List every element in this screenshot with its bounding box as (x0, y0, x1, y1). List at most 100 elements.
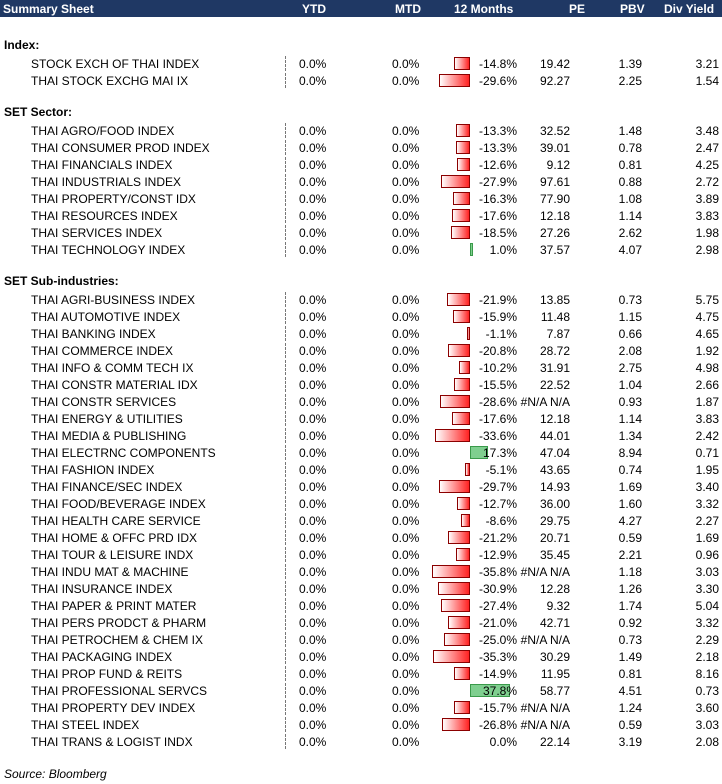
div-yield-value: 5.04 (695, 599, 719, 613)
twelve-month-value: -14.9% (478, 667, 517, 681)
ytd-value: 0.0% (299, 175, 327, 189)
table-row: THAI FINANCE/SEC INDEX 0.0% 0.0% -29.7% 14.9… (0, 478, 722, 495)
table-row: THAI TECHNOLOGY INDEX 0.0% 0.0% 1.0% 37.57 4.… (0, 241, 722, 258)
index-name: THAI STOCK EXCHG MAI IX (31, 74, 189, 88)
pe-value: 32.52 (539, 124, 570, 138)
ytd-value: 0.0% (299, 548, 327, 562)
twelve-month-value: -35.3% (478, 650, 517, 664)
table-row: THAI SERVICES INDEX 0.0% 0.0% -18.5% 27.26 2.… (0, 224, 722, 241)
ytd-value: 0.0% (299, 633, 327, 647)
table-row: THAI CONSTR MATERIAL IDX 0.0% 0.0% -15.5% 22… (0, 376, 722, 393)
mtd-value: 0.0% (392, 480, 420, 494)
index-name: THAI PROPERTY DEV INDEX (31, 701, 196, 715)
twelve-month-value: -15.5% (478, 378, 517, 392)
mtd-value: 0.0% (392, 293, 420, 307)
ytd-value: 0.0% (299, 344, 327, 358)
pbv-value: 4.51 (618, 684, 642, 698)
column-divider (285, 717, 286, 732)
mtd-value: 0.0% (392, 599, 420, 613)
mtd-value: 0.0% (392, 124, 420, 138)
negative-return-bar (441, 718, 470, 731)
pbv-value: 1.14 (618, 412, 642, 426)
ytd-value: 0.0% (299, 718, 327, 732)
column-divider (285, 411, 286, 426)
pe-value: 14.93 (539, 480, 570, 494)
ytd-value: 0.0% (299, 463, 327, 477)
table-row: THAI ELECTRNC COMPONENTS 0.0% 0.0% 17.3% 47.… (0, 444, 722, 461)
mtd-value: 0.0% (392, 531, 420, 545)
column-divider (285, 225, 286, 240)
ytd-value: 0.0% (299, 243, 327, 257)
div-yield-value: 0.96 (695, 548, 719, 562)
pbv-value: 1.04 (618, 378, 642, 392)
column-divider (285, 530, 286, 545)
twelve-month-value: -13.3% (478, 141, 517, 155)
twelve-month-value: -10.2% (478, 361, 517, 375)
section-label: SET Sector: (4, 105, 73, 119)
twelve-month-value: 0.0% (489, 735, 517, 749)
twelve-month-value: -21.0% (478, 616, 517, 630)
table-row: THAI TOUR & LEISURE INDX 0.0% 0.0% -12.9% 35… (0, 546, 722, 563)
div-yield-value: 4.98 (695, 361, 719, 375)
div-yield-value: 3.21 (695, 57, 719, 71)
twelve-month-value: 37.8% (482, 684, 517, 698)
pe-value: 39.01 (539, 141, 570, 155)
ytd-value: 0.0% (299, 378, 327, 392)
pbv-value: 0.81 (618, 667, 642, 681)
pbv-value: 0.93 (618, 395, 642, 409)
pbv-value: 2.62 (618, 226, 642, 240)
section-label: SET Sub-industries: (4, 274, 119, 288)
twelve-month-value: -12.7% (478, 497, 517, 511)
div-yield-value: 4.75 (695, 310, 719, 324)
ytd-value: 0.0% (299, 599, 327, 613)
div-yield-value: 2.98 (695, 243, 719, 257)
index-name: THAI STEEL INDEX (31, 718, 140, 732)
ytd-value: 0.0% (299, 531, 327, 545)
twelve-month-value: -14.8% (478, 57, 517, 71)
table-row: THAI COMMERCE INDEX 0.0% 0.0% -20.8% 28.72 2.… (0, 342, 722, 359)
pe-value: 7.87 (546, 327, 570, 341)
div-yield-value: 2.47 (695, 141, 719, 155)
twelve-month-value: -17.6% (478, 209, 517, 223)
div-yield-value: 2.08 (695, 735, 719, 749)
mtd-value: 0.0% (392, 701, 420, 715)
mtd-value: 0.0% (392, 412, 420, 426)
column-divider (285, 123, 286, 138)
div-yield-value: 3.32 (695, 616, 719, 630)
mtd-value: 0.0% (392, 226, 420, 240)
pe-value: 27.26 (539, 226, 570, 240)
twelve-month-value: -15.9% (478, 310, 517, 324)
div-yield-value: 1.69 (695, 531, 719, 545)
pe-value: #N/A N/A (520, 633, 570, 647)
mtd-value: 0.0% (392, 582, 420, 596)
index-name: THAI PETROCHEM & CHEM IX (31, 633, 204, 647)
index-name: THAI AUTOMOTIVE INDEX (31, 310, 181, 324)
header-12-months: 12 Months (454, 2, 514, 16)
ytd-value: 0.0% (299, 412, 327, 426)
ytd-value: 0.0% (299, 735, 327, 749)
div-yield-value: 3.40 (695, 480, 719, 494)
div-yield-value: 3.32 (695, 497, 719, 511)
ytd-value: 0.0% (299, 565, 327, 579)
mtd-value: 0.0% (392, 175, 420, 189)
table-row: THAI PAPER & PRINT MATER 0.0% 0.0% -27.4% 9.… (0, 597, 722, 614)
div-yield-value: 1.87 (695, 395, 719, 409)
index-name: THAI CONSTR SERVICES (31, 395, 177, 409)
twelve-month-value: -35.8% (478, 565, 517, 579)
ytd-value: 0.0% (299, 327, 327, 341)
pe-value: 22.14 (539, 735, 570, 749)
negative-return-bar (432, 650, 470, 663)
twelve-month-value: -15.7% (478, 701, 517, 715)
mtd-value: 0.0% (392, 650, 420, 664)
index-name: THAI SERVICES INDEX (31, 226, 163, 240)
index-name: THAI INFO & COMM TECH IX (31, 361, 194, 375)
negative-return-bar (448, 344, 470, 357)
index-name: THAI ENERGY & UTILITIES (31, 412, 183, 426)
pe-value: 12.18 (539, 412, 570, 426)
table-row: THAI HEALTH CARE SERVICE 0.0% 0.0% -8.6% 29.… (0, 512, 722, 529)
column-divider (285, 632, 286, 647)
index-name: THAI BANKING INDEX (31, 327, 156, 341)
twelve-month-value: -29.6% (478, 74, 517, 88)
index-name: THAI FINANCIALS INDEX (31, 158, 173, 172)
pbv-value: 1.26 (618, 582, 642, 596)
